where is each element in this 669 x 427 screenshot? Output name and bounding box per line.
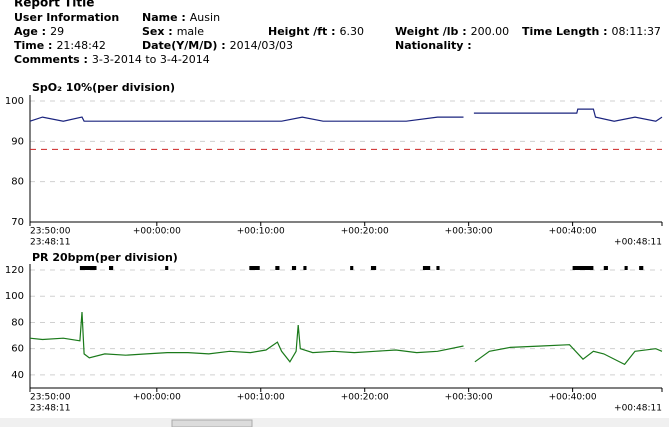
field-value: male	[177, 25, 205, 38]
field: Age : 29	[14, 25, 64, 38]
field-value: 6.30	[340, 25, 365, 38]
scrollbar[interactable]	[0, 418, 669, 427]
event-mark	[624, 266, 628, 270]
x-tick-label: +00:00:00	[133, 227, 181, 237]
field: Nationality :	[395, 39, 472, 52]
x-start-label: 23:48:11	[30, 404, 70, 414]
field-label: Sex :	[142, 25, 173, 38]
field-label: Height /ft :	[268, 25, 336, 38]
event-mark	[572, 266, 594, 270]
y-tick-label: 100	[5, 96, 24, 107]
y-tick-label: 40	[11, 370, 24, 381]
field-label: Date(Y/M/D) :	[142, 39, 226, 52]
event-mark	[436, 266, 440, 270]
field-label: Time :	[14, 39, 52, 52]
x-tick-label: +00:48:11	[614, 238, 662, 248]
y-tick-label: 120	[5, 265, 24, 276]
event-mark	[603, 266, 608, 270]
event-mark	[249, 266, 260, 270]
x-tick-label: +00:00:00	[133, 393, 181, 403]
field-label: Time Length :	[522, 25, 608, 38]
event-mark	[370, 266, 377, 270]
field: Weight /lb : 200.00	[395, 25, 509, 38]
y-tick-label: 80	[11, 317, 24, 328]
event-mark	[350, 266, 354, 270]
event-mark	[291, 266, 297, 270]
fields: Name : Ausin Age : 29 Sex : male Height /ft : 6…	[14, 11, 661, 66]
y-tick-label: 60	[11, 344, 24, 355]
field-value: Ausin	[190, 11, 220, 24]
x-tick-label: 23:50:00	[30, 227, 71, 237]
x-tick-label: +00:10:00	[237, 393, 285, 403]
event-mark	[422, 266, 431, 270]
x-tick-label: +00:40:00	[549, 227, 597, 237]
x-tick-label: +00:20:00	[341, 393, 389, 403]
field-value: 200.00	[471, 25, 510, 38]
field-value: 29	[50, 25, 64, 38]
y-tick-label: 70	[11, 217, 24, 228]
field-value: 2014/03/03	[230, 39, 293, 52]
event-mark	[275, 266, 280, 270]
field: Name : Ausin	[142, 11, 220, 24]
x-start-label: 23:48:11	[30, 238, 70, 248]
chart-title: SpO₂ 10%(per division)	[32, 81, 175, 94]
field-label: Comments :	[14, 53, 88, 66]
field: Date(Y/M/D) : 2014/03/03	[142, 39, 293, 52]
event-mark	[109, 266, 114, 270]
report-title: Report Title	[14, 0, 94, 10]
field-label: Weight /lb :	[395, 25, 467, 38]
scrollbar-thumb[interactable]	[171, 419, 253, 427]
field: Time Length : 08:11:37	[522, 25, 661, 38]
x-tick-label: 23:50:00	[30, 393, 71, 403]
charts: SpO₂ 10%(per division) 70 80 90 100 23:50:00 +…	[5, 81, 663, 414]
y-tick-label: 90	[11, 136, 24, 147]
x-tick-label: +00:20:00	[341, 227, 389, 237]
chart-title: PR 20bpm(per division)	[32, 251, 178, 264]
y-tick-label: 80	[11, 177, 24, 188]
x-tick-label: +00:30:00	[445, 227, 493, 237]
field: Sex : male	[142, 25, 204, 38]
x-tick-label: +00:40:00	[549, 393, 597, 403]
field-label: Age :	[14, 25, 46, 38]
event-mark	[165, 266, 169, 270]
event-mark	[303, 266, 307, 270]
x-tick-label: +00:10:00	[237, 227, 285, 237]
field: Height /ft : 6.30	[268, 25, 364, 38]
field-label: Nationality :	[395, 39, 472, 52]
field-label: Name :	[142, 11, 186, 24]
chart: PR 20bpm(per division) 40 60 80 100 120 23:50:…	[5, 251, 663, 414]
x-tick-label: +00:30:00	[445, 393, 493, 403]
field: Comments : 3-3-2014 to 3-4-2014	[14, 53, 210, 66]
y-tick-label: 100	[5, 291, 24, 302]
x-tick-label: +00:48:11	[614, 404, 662, 414]
section-title: User Information	[14, 11, 119, 24]
field-value: 08:11:37	[612, 25, 661, 38]
series-line	[29, 108, 663, 122]
event-mark	[79, 266, 97, 270]
chart: SpO₂ 10%(per division) 70 80 90 100 23:50:00 +…	[5, 81, 663, 248]
field-value: 21:48:42	[56, 39, 105, 52]
series-line	[29, 311, 663, 366]
field: Time : 21:48:42	[14, 39, 106, 52]
event-mark	[639, 266, 644, 270]
field-value: 3-3-2014 to 3-4-2014	[92, 53, 210, 66]
